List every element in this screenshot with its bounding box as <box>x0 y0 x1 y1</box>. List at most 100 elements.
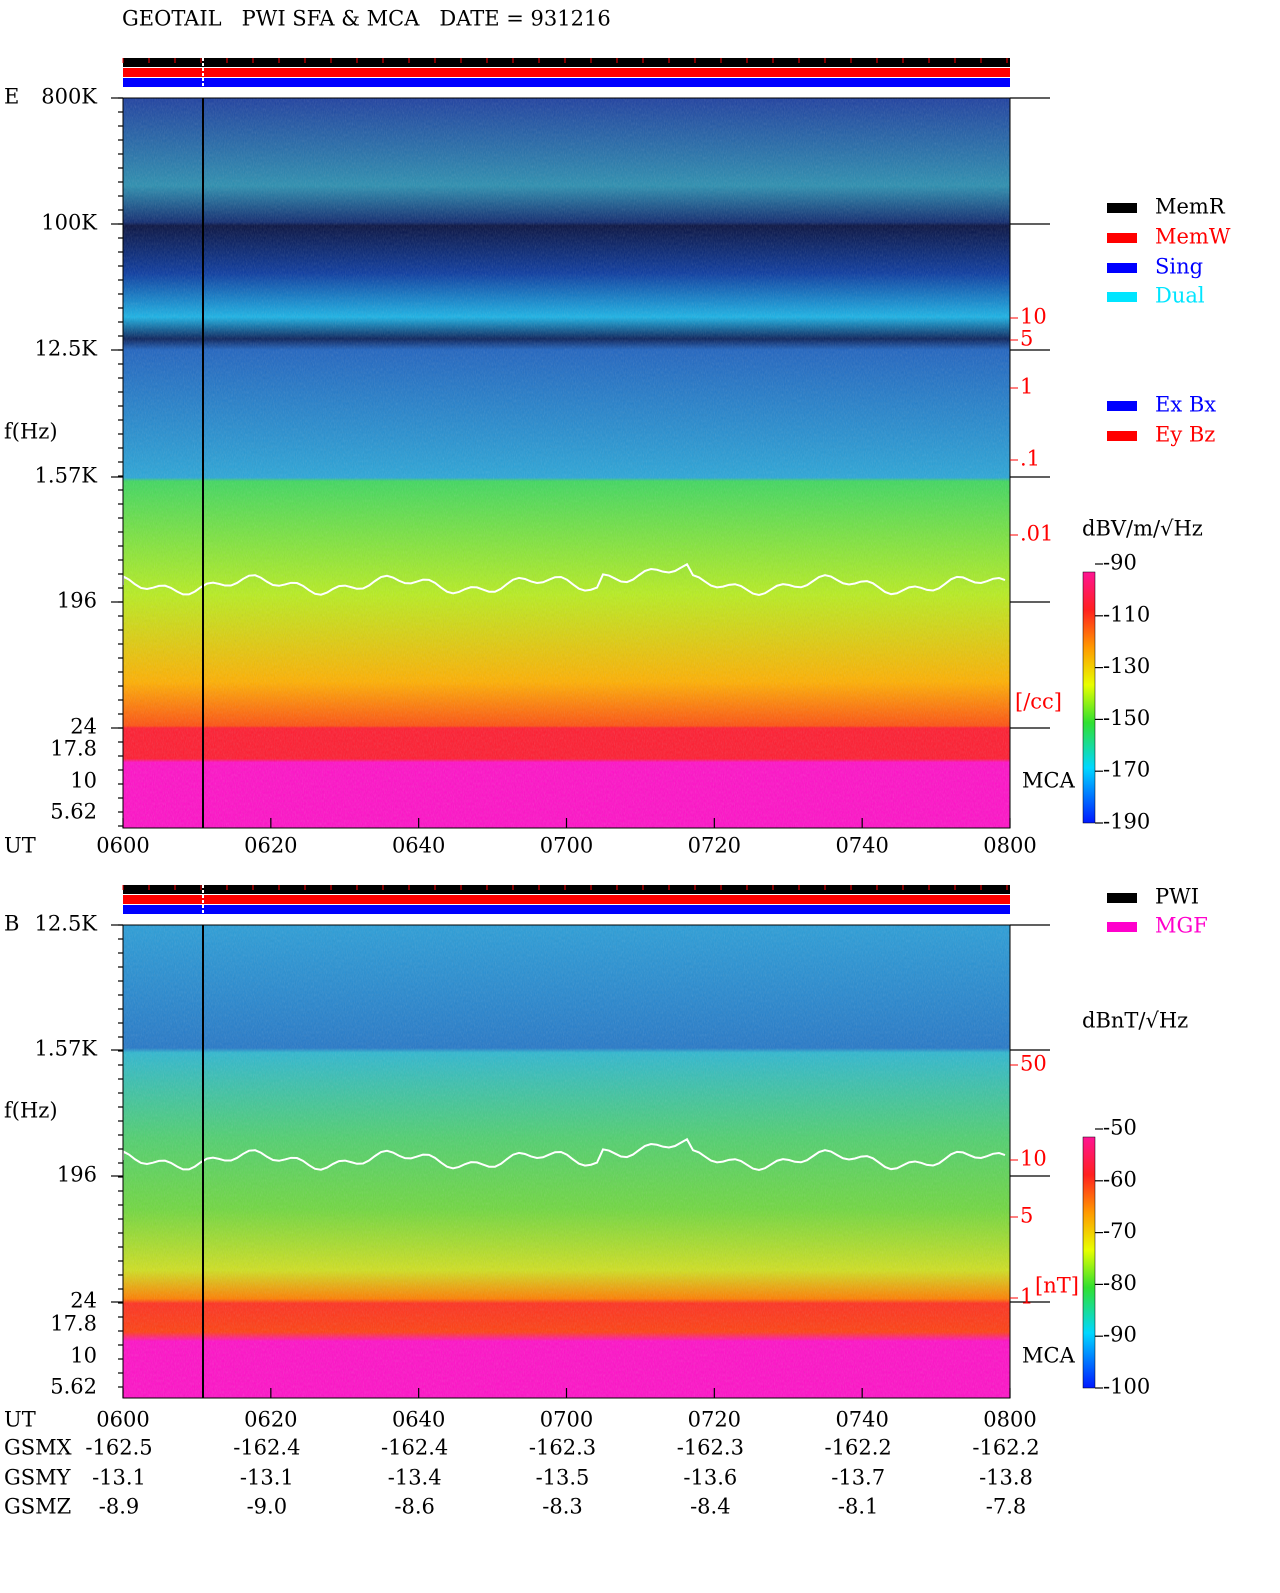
legend-label: PWI <box>1155 885 1199 909</box>
time-tick-label: 0620 <box>244 1408 297 1432</box>
y-tick-label: 12.5K <box>35 912 98 936</box>
orbit-value: -8.6 <box>394 1495 435 1519</box>
time-tick-label: 0740 <box>835 1408 888 1432</box>
legend-label: MemR <box>1155 195 1226 219</box>
density-unit: [nT] <box>1035 1274 1079 1298</box>
orbit-value: -8.3 <box>542 1495 583 1519</box>
y-tick-label: 1.57K <box>35 1037 98 1061</box>
y-tick-label: 10 <box>70 1344 97 1368</box>
y-tick-label: 5.62 <box>50 800 97 824</box>
y-tick-label: 17.8 <box>50 1312 97 1336</box>
status-bar <box>123 58 1010 67</box>
orbit-value: -13.5 <box>536 1466 590 1490</box>
time-axis-label: UT <box>4 1408 36 1432</box>
legend-swatch <box>1107 893 1137 903</box>
y-tick-label: 800K <box>41 85 97 109</box>
legend-label: Ex Bx <box>1155 393 1216 417</box>
cyclotron-trace <box>122 562 1006 597</box>
y-tick-label: 5.62 <box>50 1375 97 1399</box>
time-tick-label: 0620 <box>244 834 297 858</box>
colorbar <box>1082 571 1096 824</box>
time-tick-label: 0800 <box>983 1408 1036 1432</box>
time-tick-label: 0700 <box>540 1408 593 1432</box>
time-tick-label: 0600 <box>96 834 149 858</box>
orbit-value: -13.1 <box>240 1466 294 1490</box>
legend-swatch <box>1107 431 1137 441</box>
colorbar-label: -190 <box>1103 810 1150 834</box>
status-bar <box>123 885 1010 894</box>
legend-swatch <box>1107 922 1137 932</box>
orbit-value: -8.4 <box>690 1495 731 1519</box>
figure-title: GEOTAIL PWI SFA & MCA DATE = 931216 <box>122 7 611 31</box>
colorbar-label: -70 <box>1103 1219 1137 1243</box>
density-label: 10 <box>1020 305 1047 329</box>
colorbar-label: -90 <box>1103 1323 1137 1347</box>
density-label: 1 <box>1020 1285 1033 1309</box>
orbit-value: -162.4 <box>233 1436 300 1460</box>
panel-label: B <box>4 912 19 936</box>
density-label: 10 <box>1020 1147 1047 1171</box>
time-axis-label: UT <box>4 834 36 858</box>
y-axis-title: f(Hz) <box>4 1099 58 1123</box>
colorbar-label: -150 <box>1103 706 1150 730</box>
legend-label: Dual <box>1155 284 1205 308</box>
time-tick-label: 0600 <box>96 1408 149 1432</box>
time-tick-label: 0720 <box>688 1408 741 1432</box>
legend-label: Sing <box>1155 255 1203 279</box>
orbit-label: GSMY <box>4 1466 72 1490</box>
colorbar-unit: dBV/m/√Hz <box>1082 517 1203 541</box>
orbit-value: -162.3 <box>529 1436 596 1460</box>
spectrogram-texture <box>123 98 1010 828</box>
legend-swatch <box>1107 263 1137 273</box>
colorbar-label: -110 <box>1103 602 1150 626</box>
colorbar-label: -170 <box>1103 758 1150 782</box>
y-tick-label: 24 <box>70 1289 97 1313</box>
mca-label: MCA <box>1022 769 1076 793</box>
y-tick-label: 10 <box>70 769 97 793</box>
y-axis-title: f(Hz) <box>4 420 58 444</box>
spectrogram-texture <box>123 925 1010 1398</box>
orbit-label: GSMX <box>4 1436 72 1460</box>
orbit-value: -162.2 <box>972 1436 1039 1460</box>
legend-label: MemW <box>1155 225 1231 249</box>
orbit-value: -13.6 <box>683 1466 737 1490</box>
orbit-value: -8.1 <box>838 1495 879 1519</box>
colorbar-unit: dBnT/√Hz <box>1082 1009 1188 1033</box>
orbit-value: -8.9 <box>99 1495 140 1519</box>
orbit-value: -13.4 <box>388 1466 442 1490</box>
mca-label: MCA <box>1022 1344 1076 1368</box>
orbit-value: -13.1 <box>92 1466 146 1490</box>
orbit-value: -13.7 <box>831 1466 885 1490</box>
colorbar-label: -80 <box>1103 1271 1137 1295</box>
colorbar-label: -60 <box>1103 1167 1137 1191</box>
density-unit: [/cc] <box>1015 690 1062 714</box>
y-tick-label: 12.5K <box>35 337 98 361</box>
cyclotron-trace <box>122 1137 1006 1172</box>
legend-swatch <box>1107 233 1137 243</box>
orbit-value: -162.5 <box>85 1436 152 1460</box>
status-bar <box>123 78 1010 87</box>
legend-swatch <box>1107 292 1137 302</box>
y-tick-label: 1.57K <box>35 464 98 488</box>
orbit-value: -162.3 <box>677 1436 744 1460</box>
orbit-label: GSMZ <box>4 1495 71 1519</box>
orbit-value: -9.0 <box>247 1495 288 1519</box>
orbit-value: -162.4 <box>381 1436 448 1460</box>
colorbar-label: -130 <box>1103 654 1150 678</box>
time-tick-label: 0640 <box>392 1408 445 1432</box>
orbit-value: -7.8 <box>986 1495 1027 1519</box>
density-label: 5 <box>1020 1204 1033 1228</box>
time-tick-label: 0740 <box>835 834 888 858</box>
y-tick-label: 196 <box>57 589 97 613</box>
colorbar <box>1082 1136 1096 1389</box>
y-tick-label: 196 <box>57 1163 97 1187</box>
density-label: .1 <box>1020 447 1040 471</box>
status-bar <box>123 895 1010 904</box>
legend-label: Ey Bz <box>1155 423 1215 447</box>
legend-swatch <box>1107 401 1137 411</box>
status-bar <box>123 68 1010 77</box>
density-label: 50 <box>1020 1052 1047 1076</box>
colorbar-label: -50 <box>1103 1116 1137 1140</box>
time-tick-label: 0800 <box>983 834 1036 858</box>
